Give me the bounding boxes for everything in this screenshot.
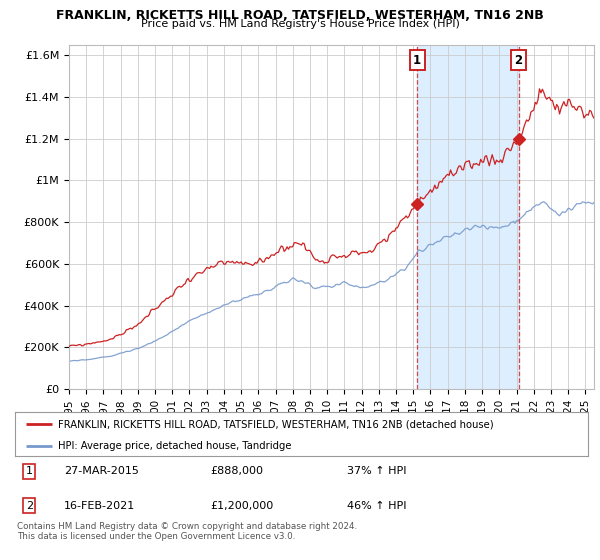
Text: 2: 2 <box>26 501 33 511</box>
Text: Contains HM Land Registry data © Crown copyright and database right 2024.
This d: Contains HM Land Registry data © Crown c… <box>17 522 357 542</box>
Bar <box>417 45 518 389</box>
Text: 1: 1 <box>413 54 421 67</box>
Text: 37% ↑ HPI: 37% ↑ HPI <box>347 466 407 476</box>
Text: 46% ↑ HPI: 46% ↑ HPI <box>347 501 407 511</box>
Text: Price paid vs. HM Land Registry's House Price Index (HPI): Price paid vs. HM Land Registry's House … <box>140 19 460 29</box>
Text: 2: 2 <box>515 54 523 67</box>
Text: 27-MAR-2015: 27-MAR-2015 <box>64 466 139 476</box>
Text: FRANKLIN, RICKETTS HILL ROAD, TATSFIELD, WESTERHAM, TN16 2NB (detached house): FRANKLIN, RICKETTS HILL ROAD, TATSFIELD,… <box>58 419 494 429</box>
Text: 1: 1 <box>26 466 33 476</box>
Text: 16-FEB-2021: 16-FEB-2021 <box>64 501 135 511</box>
Text: FRANKLIN, RICKETTS HILL ROAD, TATSFIELD, WESTERHAM, TN16 2NB: FRANKLIN, RICKETTS HILL ROAD, TATSFIELD,… <box>56 9 544 22</box>
Text: HPI: Average price, detached house, Tandridge: HPI: Average price, detached house, Tand… <box>58 441 292 451</box>
Text: £1,200,000: £1,200,000 <box>210 501 273 511</box>
Text: £888,000: £888,000 <box>210 466 263 476</box>
